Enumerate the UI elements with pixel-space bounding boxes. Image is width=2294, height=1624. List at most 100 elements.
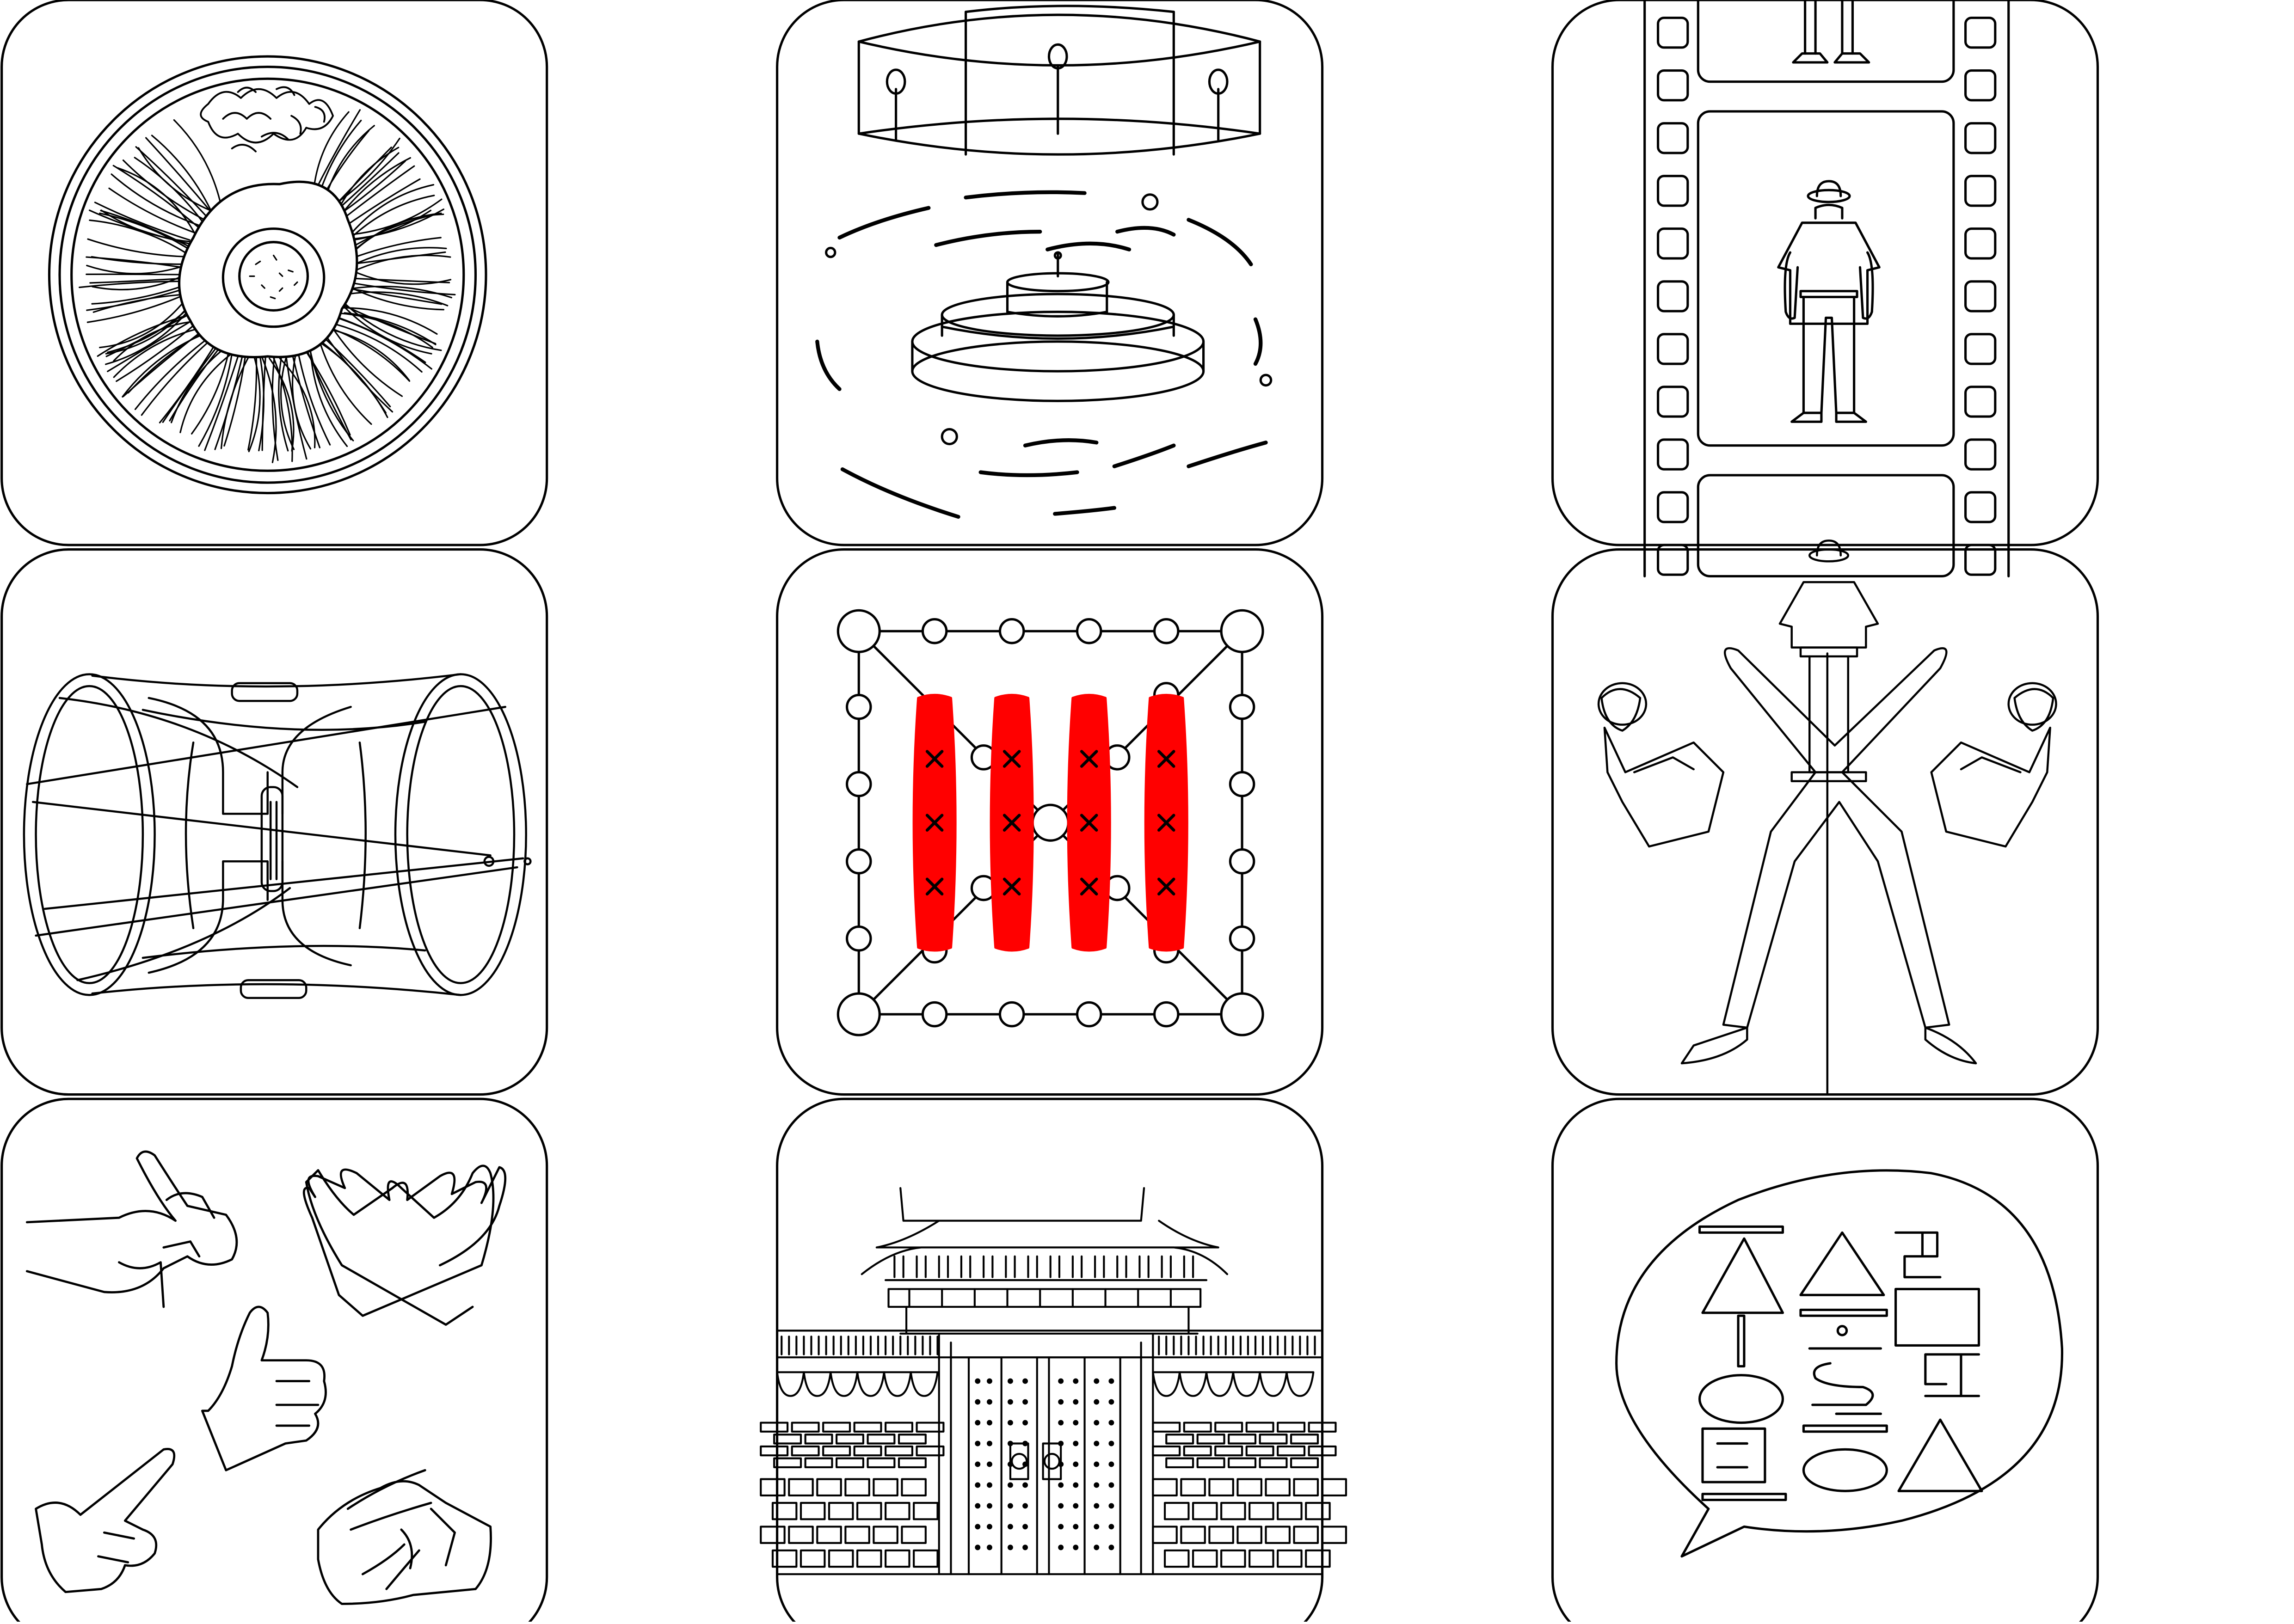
balustrade: [781, 1336, 1316, 1355]
door-stud: [1108, 1378, 1114, 1384]
vegetable-stroke: [91, 256, 185, 265]
door-stud: [975, 1524, 981, 1530]
corner-column: [1220, 609, 1264, 653]
corner-column: [1220, 992, 1264, 1036]
brick: [901, 1526, 927, 1544]
sesame-seeds: [249, 254, 298, 300]
door-stud: [1008, 1399, 1013, 1405]
brick: [760, 1422, 789, 1433]
door-stud: [1022, 1420, 1028, 1426]
door-stud: [1073, 1482, 1079, 1488]
brick: [836, 1457, 865, 1468]
eave-scallop: [883, 1371, 912, 1397]
brick: [1152, 1526, 1178, 1544]
brick: [1152, 1422, 1181, 1433]
vegetable-stroke: [346, 213, 444, 259]
brick: [788, 1526, 814, 1544]
door-stud: [1073, 1461, 1079, 1467]
vegetable-stroke: [284, 350, 308, 460]
brick: [1305, 1549, 1331, 1568]
brick: [1192, 1501, 1218, 1520]
pointing-hand-top-left: [25, 1150, 238, 1308]
door-stud: [1073, 1524, 1079, 1530]
sprocket-hole: [1964, 386, 1997, 418]
brick: [1290, 1457, 1319, 1468]
vegetable-stroke: [122, 159, 204, 220]
door-stud: [1073, 1440, 1079, 1446]
door-stud: [1108, 1420, 1114, 1426]
brick: [822, 1445, 851, 1457]
brick: [1196, 1457, 1225, 1468]
egg-yolk: [238, 241, 309, 312]
stage-performance-icon: [815, 5, 1273, 519]
crossed-hands-top-right: [302, 1164, 507, 1326]
vegetable-stroke: [100, 209, 194, 250]
door-stud: [1094, 1378, 1100, 1384]
column: [1076, 618, 1102, 644]
door-stud: [1008, 1378, 1013, 1384]
column: [998, 618, 1025, 644]
vegetable-stroke: [79, 280, 191, 288]
standing-man-figure: [1777, 180, 1881, 423]
brick: [771, 1549, 798, 1568]
vegetable-stroke: [105, 309, 190, 365]
door-stud: [975, 1378, 981, 1384]
brick: [1196, 1434, 1225, 1445]
film-frame: [1697, 474, 1955, 578]
sprocket-hole: [1657, 491, 1689, 523]
column: [1229, 848, 1255, 875]
door-stud: [1094, 1461, 1100, 1467]
brick: [1265, 1478, 1291, 1497]
eave-scallop: [830, 1371, 859, 1397]
x-mark: [1002, 814, 1021, 832]
brick: [1192, 1549, 1218, 1568]
vegetable-stroke: [135, 146, 213, 223]
tile-frame: [1551, 0, 2099, 546]
sprocket-hole: [1657, 386, 1689, 418]
brick: [1245, 1445, 1274, 1457]
brick: [898, 1434, 927, 1445]
vegetable-stroke: [223, 351, 247, 447]
brick: [788, 1478, 814, 1497]
brick: [1220, 1549, 1246, 1568]
vegetable-stroke: [198, 348, 234, 447]
x-mark: [1080, 877, 1098, 896]
roof-tile: [1027, 1255, 1038, 1278]
x-mark: [1157, 750, 1175, 768]
gate-walls: [776, 1330, 1323, 1575]
brick: [800, 1501, 826, 1520]
vegetable-stroke: [113, 327, 201, 378]
door-stud: [1008, 1524, 1013, 1530]
fried-egg-white: [178, 180, 358, 359]
vegetable-stroke: [279, 357, 316, 448]
brick: [1163, 1549, 1190, 1568]
brick: [1228, 1434, 1257, 1445]
sprocket-hole: [1964, 69, 1997, 102]
sprocket-hole: [1657, 438, 1689, 471]
brick: [828, 1549, 854, 1568]
x-marks: [925, 750, 1175, 896]
tile-frame: [0, 1097, 548, 1624]
brick: [1180, 1478, 1206, 1497]
eave-scallop: [1205, 1371, 1234, 1397]
vegetable-stroke: [179, 349, 237, 434]
x-mark: [1157, 814, 1175, 832]
vegetable-stroke: [86, 288, 185, 311]
door-stud: [1094, 1503, 1100, 1509]
vegetable-stroke: [107, 317, 198, 373]
vegetable-stroke: [91, 284, 185, 305]
sprocket-hole: [1964, 227, 1997, 260]
roof-tile: [1005, 1255, 1016, 1278]
door-stud: [1108, 1544, 1114, 1550]
vegetable-stroke: [258, 352, 264, 452]
door-stud: [1008, 1544, 1013, 1550]
vegetable-stroke: [159, 341, 217, 423]
sprocket-hole: [1657, 69, 1689, 102]
door-stud: [1073, 1399, 1079, 1405]
vegetable-stroke: [317, 334, 372, 425]
sprocket-hole: [1964, 438, 1997, 471]
brick: [913, 1549, 939, 1568]
door-stud: [1108, 1399, 1114, 1405]
sprocket-hole: [1964, 544, 1997, 576]
vegetable-stroke: [344, 291, 449, 306]
